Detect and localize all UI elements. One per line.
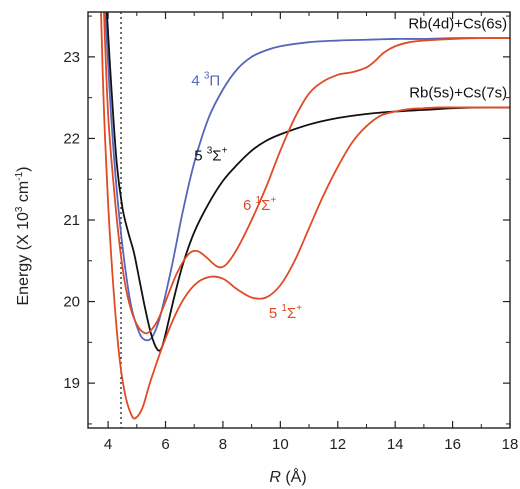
x-tick-label: 10 bbox=[272, 436, 289, 453]
series-label-1: 4 3Π bbox=[191, 70, 220, 89]
y-tick-label: 19 bbox=[63, 375, 80, 392]
y-tick-label: 21 bbox=[63, 212, 80, 229]
series-line-1 bbox=[105, 8, 510, 340]
series-layer bbox=[101, 8, 510, 419]
x-tick-label: 14 bbox=[387, 436, 404, 453]
annotations-layer: Rb(4d)+Cs(6s) Rb(5s)+Cs(7s) 4 3Π 5 3Σ+ 6 1Σ+… bbox=[191, 15, 507, 322]
y-tick-label: 23 bbox=[63, 49, 80, 66]
plot-frame bbox=[88, 12, 510, 428]
x-tick-label: 18 bbox=[502, 436, 519, 453]
x-tick-label: 12 bbox=[329, 436, 346, 453]
series-label-4: 5 1Σ+ bbox=[269, 303, 302, 322]
series-line-3 bbox=[104, 8, 510, 333]
asymptote-label-2: Rb(5s)+Cs(7s) bbox=[409, 85, 507, 102]
y-tick-label: 20 bbox=[63, 294, 80, 311]
series-label-3: 6 1Σ+ bbox=[243, 195, 276, 214]
y-axis-label: Energy (X 103 cm-1) bbox=[14, 167, 32, 306]
y-tick-label: 22 bbox=[63, 130, 80, 147]
x-tick-label: 4 bbox=[104, 436, 112, 453]
series-label-2: 5 3Σ+ bbox=[194, 145, 227, 164]
x-tick-label: 8 bbox=[219, 436, 227, 453]
series-line-4 bbox=[101, 8, 510, 419]
x-tick-label: 16 bbox=[444, 436, 461, 453]
ticks-layer: 4 6 8 10 12 14 16 18 19 20 21 22 23 bbox=[63, 12, 518, 453]
x-axis-label: R (Å) bbox=[269, 467, 306, 486]
asymptote-label-1: Rb(4d)+Cs(6s) bbox=[408, 15, 507, 32]
x-tick-label: 6 bbox=[161, 436, 169, 453]
